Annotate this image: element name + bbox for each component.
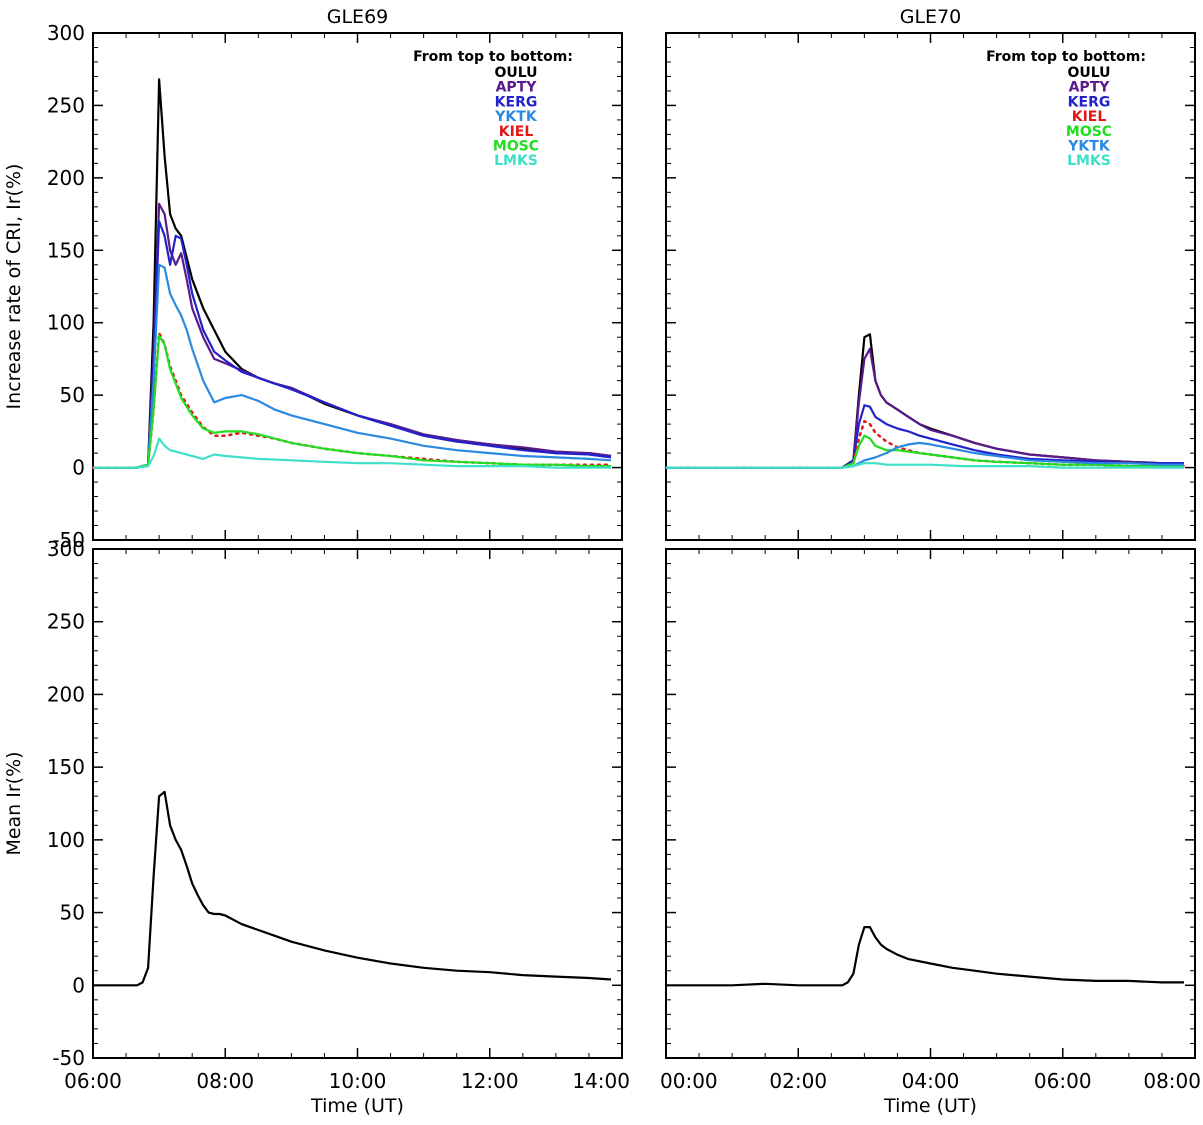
series-line-mean <box>666 925 1184 987</box>
series-line-apty <box>666 347 1184 469</box>
y-tick-label: 150 <box>47 238 85 262</box>
series-line-lmks <box>666 462 1184 469</box>
y-tick-label: 100 <box>47 828 85 852</box>
legend-entry-kiel: KIEL <box>499 124 534 140</box>
y-tick-label: 50 <box>60 383 85 407</box>
legend-entry-oulu: OULU <box>1067 65 1110 81</box>
y-tick-label: 200 <box>47 682 85 706</box>
series-line-oulu <box>666 333 1184 469</box>
series-line-kerg <box>93 220 612 469</box>
x-tick-label: 00:00 <box>660 1069 718 1093</box>
legend-title: From top to bottom: <box>413 49 573 65</box>
legend-title: From top to bottom: <box>986 49 1146 65</box>
y-tick-label: 250 <box>47 610 85 634</box>
legend-entry-mosc: MOSC <box>1066 124 1112 140</box>
series-line-yktk <box>93 263 612 469</box>
x-tick-label: 02:00 <box>769 1069 827 1093</box>
legend-entry-oulu: OULU <box>494 65 537 81</box>
y-tick-label: 300 <box>47 537 85 561</box>
legend-entry-kerg: KERG <box>495 94 538 110</box>
x-tick-label: 04:00 <box>902 1069 960 1093</box>
series-line-mean <box>93 790 612 987</box>
x-tick-label: 08:00 <box>196 1069 254 1093</box>
legend-entry-lmks: LMKS <box>494 153 538 169</box>
series-line-kiel <box>91 331 613 469</box>
panel-title: GLE70 <box>900 6 962 28</box>
x-tick-label: 14:00 <box>572 1069 630 1093</box>
y-tick-label: 50 <box>60 901 85 925</box>
x-tick-label: 06:00 <box>1034 1069 1092 1093</box>
legend-entry-apty: APTY <box>1069 80 1111 96</box>
y-tick-label: -50 <box>52 528 85 552</box>
panel-title: GLE69 <box>327 6 389 28</box>
legend-entry-mosc: MOSC <box>493 139 539 155</box>
series-line-mosc <box>93 334 611 469</box>
legend-entry-yktk: YKTK <box>494 109 538 125</box>
series-line-kerg <box>666 404 1184 469</box>
chart-panel-2: GLE70 From top to bottom:OULUAPTYKERGKIEL… <box>664 6 1196 541</box>
chart-panel-1: -50 0 50 100 150 200 250 300 GLE69 Increase rate … <box>3 6 623 552</box>
x-tick-label: 12:00 <box>461 1069 519 1093</box>
y-tick-label: 200 <box>47 166 85 190</box>
legend-entry-kerg: KERG <box>1068 94 1111 110</box>
y-axis-label: Mean Ir(%) <box>3 751 25 855</box>
series-line-lmks <box>93 437 611 469</box>
legend-entry-apty: APTY <box>496 80 538 96</box>
x-axis-label: Time (UT) <box>310 1095 404 1117</box>
x-axis-label: Time (UT) <box>883 1095 977 1117</box>
y-tick-label: -50 <box>52 1046 85 1070</box>
series-line-apty <box>93 202 612 469</box>
y-tick-label: 150 <box>47 755 85 779</box>
legend-entry-kiel: KIEL <box>1072 109 1107 125</box>
legend-entry-yktk: YKTK <box>1067 139 1111 155</box>
legend-entry-lmks: LMKS <box>1067 153 1111 169</box>
y-tick-label: 300 <box>47 21 85 45</box>
chart-panel-3: -50 0 50 100 150 200 250 300 06:00 08:00 10:00 12:0… <box>3 537 630 1117</box>
x-tick-label: 06:00 <box>64 1069 122 1093</box>
y-tick-label: 250 <box>47 93 85 117</box>
series-line-mosc <box>666 434 1184 469</box>
chart-panel-4: 00:00 02:00 04:00 06:00 08:00 Time (UT) <box>660 548 1201 1117</box>
y-tick-label: 0 <box>72 973 85 997</box>
y-tick-label: 100 <box>47 311 85 335</box>
y-axis-label: Increase rate of CRI, Ir(%) <box>3 164 25 410</box>
y-tick-label: 0 <box>72 456 85 480</box>
x-tick-label: 10:00 <box>329 1069 387 1093</box>
plot-frame <box>92 548 623 1059</box>
x-tick-label: 08:00 <box>1143 1069 1201 1093</box>
